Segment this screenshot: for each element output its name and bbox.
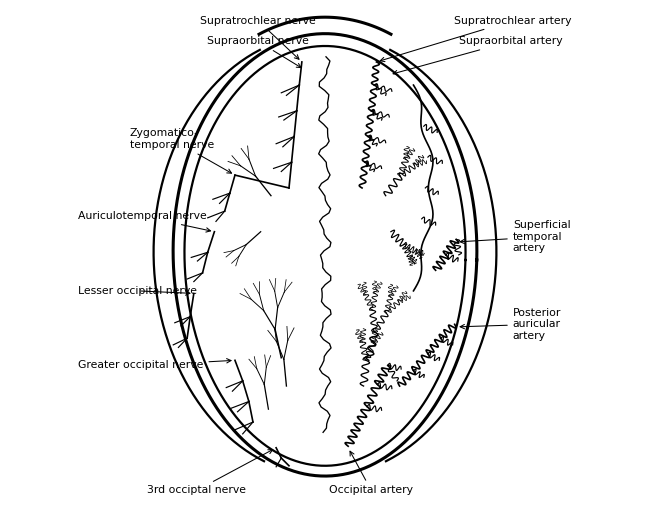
Text: Lesser occipital nerve: Lesser occipital nerve [78,286,197,296]
Text: 3rd occiptal nerve: 3rd occiptal nerve [147,450,272,496]
Text: Posterior
auricular
artery: Posterior auricular artery [460,308,561,341]
Text: Greater occipital nerve: Greater occipital nerve [78,359,231,370]
Text: Supratrochlear nerve: Supratrochlear nerve [200,16,316,59]
Text: Supraorbital nerve: Supraorbital nerve [207,36,309,68]
Text: Superficial
temporal
artery: Superficial temporal artery [460,220,571,253]
Text: Auriculotemporal nerve: Auriculotemporal nerve [78,211,211,232]
Text: Occipital artery: Occipital artery [330,451,413,496]
Text: Zygomatico-
temporal nerve: Zygomatico- temporal nerve [129,128,231,173]
Text: Supratrochlear artery: Supratrochlear artery [380,16,571,61]
Text: Supraorbital artery: Supraorbital artery [393,36,562,75]
